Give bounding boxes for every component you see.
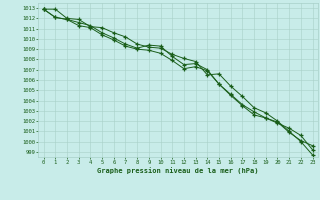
X-axis label: Graphe pression niveau de la mer (hPa): Graphe pression niveau de la mer (hPa) xyxy=(97,167,259,174)
